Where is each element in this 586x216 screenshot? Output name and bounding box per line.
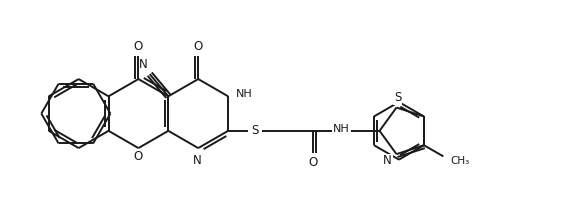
Text: O: O — [134, 40, 143, 53]
Text: NH: NH — [236, 89, 253, 99]
Text: NH: NH — [333, 124, 349, 134]
Text: O: O — [308, 156, 318, 168]
Text: S: S — [394, 91, 401, 104]
Text: O: O — [134, 151, 143, 164]
Text: O: O — [193, 40, 203, 53]
Text: N: N — [383, 154, 392, 167]
Text: N: N — [193, 154, 202, 167]
Text: S: S — [251, 124, 258, 137]
Text: N: N — [139, 58, 148, 71]
Text: CH₃: CH₃ — [450, 156, 469, 166]
